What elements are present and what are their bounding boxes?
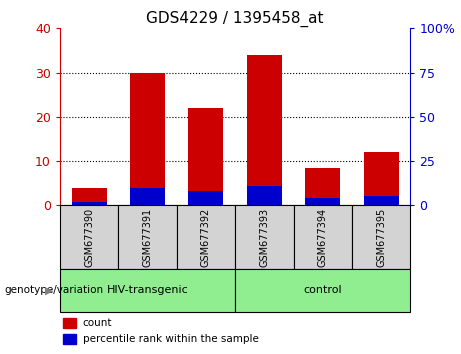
Bar [364, 152, 399, 205]
Bar [130, 73, 165, 205]
Bar [64, 318, 76, 328]
Text: count: count [83, 318, 112, 328]
Text: GSM677393: GSM677393 [259, 207, 269, 267]
Bar [235, 269, 410, 312]
Bar [71, 188, 106, 205]
Text: GSM677395: GSM677395 [376, 207, 386, 267]
Bar [305, 168, 340, 205]
Bar [364, 196, 399, 205]
Bar [177, 205, 235, 269]
Bar [60, 205, 118, 269]
Bar [294, 205, 352, 269]
Bar [235, 205, 294, 269]
Bar [189, 108, 224, 205]
Bar [305, 198, 340, 205]
Text: percentile rank within the sample: percentile rank within the sample [83, 334, 259, 344]
Title: GDS4229 / 1395458_at: GDS4229 / 1395458_at [146, 11, 324, 27]
Bar [189, 191, 224, 205]
Text: GSM677392: GSM677392 [201, 207, 211, 267]
Text: control: control [303, 285, 342, 295]
Text: GSM677391: GSM677391 [142, 207, 153, 267]
Bar [352, 205, 410, 269]
Bar [247, 55, 282, 205]
Text: genotype/variation: genotype/variation [5, 285, 104, 295]
Text: HIV-transgenic: HIV-transgenic [106, 285, 189, 295]
Text: GSM677390: GSM677390 [84, 207, 94, 267]
Text: GSM677394: GSM677394 [318, 207, 328, 267]
Bar [118, 205, 177, 269]
Bar [64, 334, 76, 344]
Bar [247, 186, 282, 205]
Bar [60, 269, 235, 312]
Bar [71, 202, 106, 205]
Text: ▶: ▶ [45, 285, 53, 295]
Bar [130, 188, 165, 205]
